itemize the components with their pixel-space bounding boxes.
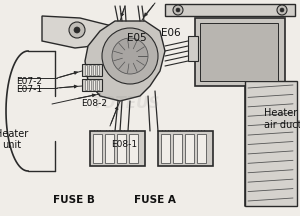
Text: Heater
unit: Heater unit [0,129,28,150]
Bar [158,131,213,166]
Bar [129,134,138,163]
Bar [93,80,95,90]
Text: FUSE A: FUSE A [134,195,176,205]
Text: Heater
air duct: Heater air duct [264,108,300,130]
Text: E06: E06 [160,29,180,38]
Bar [93,134,102,163]
Circle shape [176,8,180,12]
Bar [161,134,170,163]
Circle shape [69,22,85,38]
Polygon shape [42,16,112,48]
Text: E07-1: E07-1 [16,85,43,94]
Bar [97,65,99,75]
Circle shape [280,8,284,12]
Bar [85,80,87,90]
Text: E08-2: E08-2 [81,99,107,108]
Circle shape [277,5,287,15]
Bar [105,134,114,163]
Text: TOTEUS: TOTEUS [92,96,160,111]
Bar [117,134,126,163]
Bar [85,65,87,75]
Bar [82,79,102,91]
Circle shape [74,27,80,33]
Bar [200,23,278,81]
Bar [245,81,297,206]
Bar [197,134,206,163]
Bar [93,65,95,75]
Bar [89,65,91,75]
Bar [165,4,295,16]
Bar [185,134,194,163]
Bar [89,80,91,90]
Circle shape [173,5,183,15]
Bar [97,80,99,90]
Bar [195,18,285,86]
Text: E05: E05 [128,33,147,43]
Bar [90,131,145,166]
Text: FUSE B: FUSE B [52,195,94,205]
Bar [188,36,198,61]
Bar [82,64,102,76]
Polygon shape [85,21,165,101]
Circle shape [112,38,148,74]
Text: E08-1: E08-1 [111,140,137,149]
Bar [173,134,182,163]
Circle shape [102,28,158,84]
Text: E07-2: E07-2 [16,76,43,86]
